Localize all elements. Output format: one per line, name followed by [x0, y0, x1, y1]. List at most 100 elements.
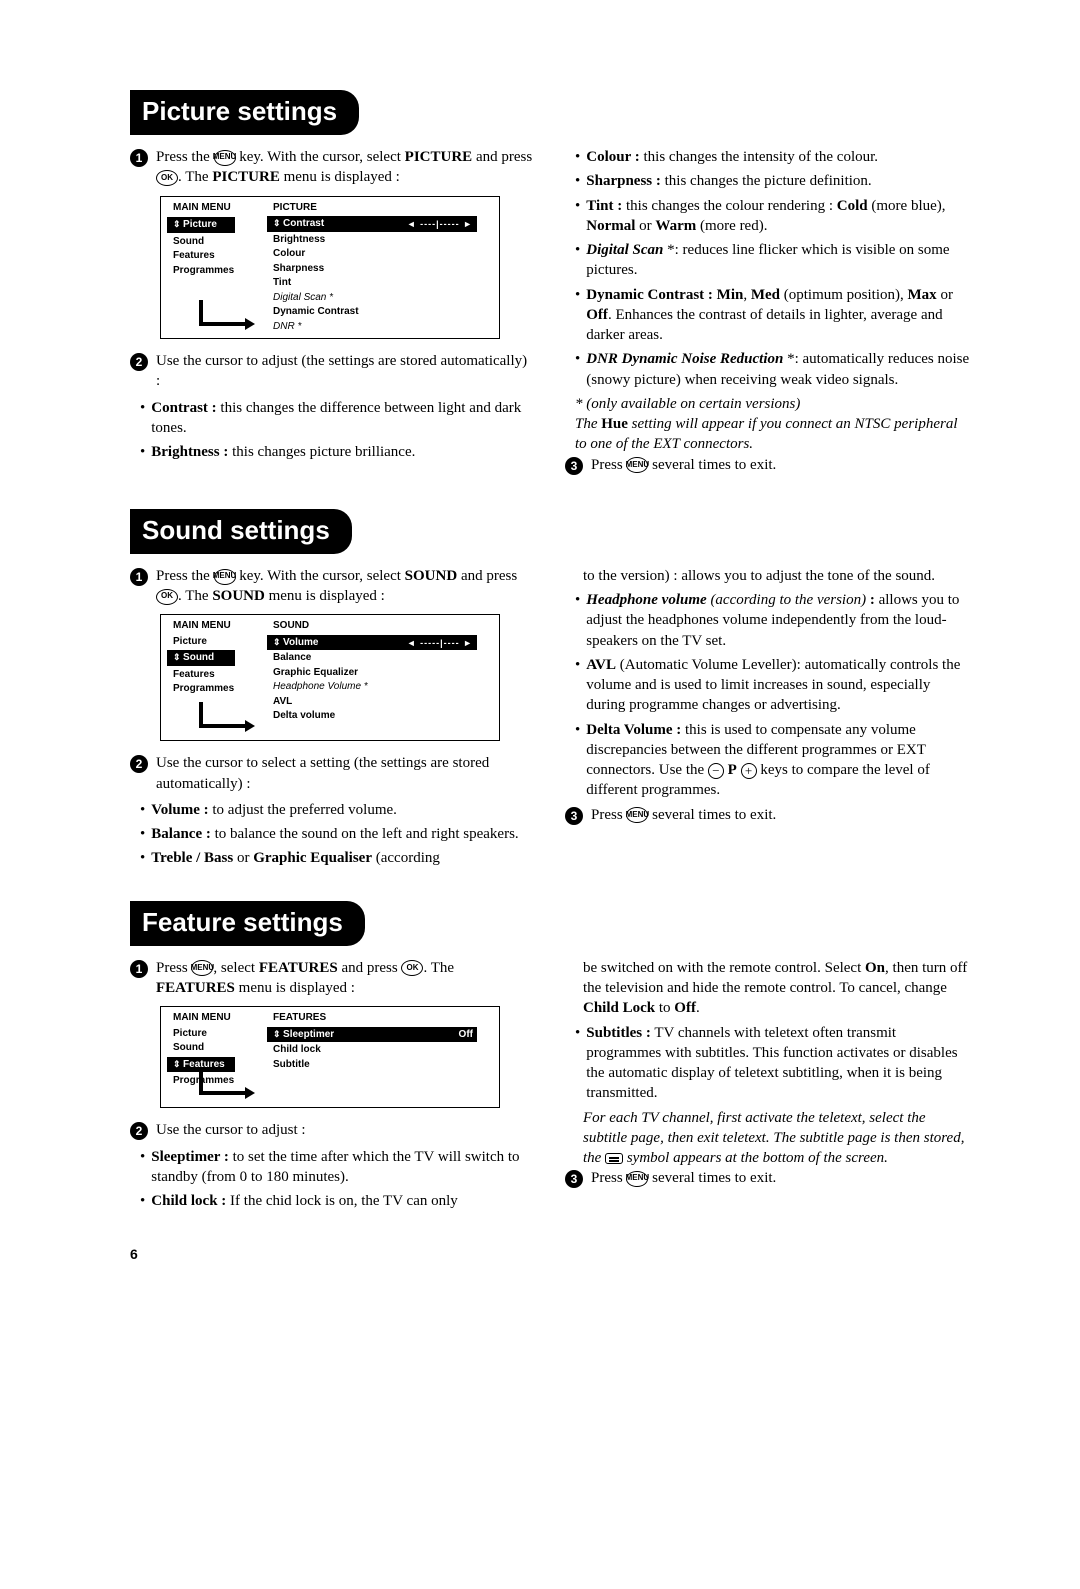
- menu-left-item: Features: [167, 668, 255, 682]
- menu-right-item: Brightness: [267, 233, 493, 247]
- menu-right-item: Dynamic Contrast: [267, 305, 493, 319]
- step-text: Press MENU several times to exit.: [591, 805, 776, 825]
- bullet: •Volume : to adjust the preferred volume…: [140, 800, 535, 820]
- sound-columns: 1 Press the MENU key. With the cursor, s…: [130, 566, 970, 873]
- note: * (only available on certain versions): [575, 394, 970, 414]
- menu-left-item: Features: [167, 249, 255, 263]
- step-text: Use the cursor to adjust :: [156, 1120, 306, 1140]
- bullet: •Treble / Bass or Graphic Equaliser (acc…: [140, 848, 535, 868]
- menu-right-head: FEATURES: [273, 1011, 493, 1025]
- t: and press: [472, 149, 532, 165]
- menu-right-item: AVL: [267, 695, 493, 709]
- bullet: •Digital Scan *: reduces line flicker wh…: [575, 240, 970, 281]
- note: The Hue setting will appear if you conne…: [575, 414, 970, 455]
- step-number-icon: 2: [130, 1122, 148, 1140]
- menu-right-item: Headphone Volume *: [267, 680, 493, 694]
- plus-key-icon: +: [741, 763, 757, 779]
- sound-col-left: 1 Press the MENU key. With the cursor, s…: [130, 566, 535, 873]
- sound-step-1: 1 Press the MENU key. With the cursor, s…: [130, 566, 535, 607]
- sound-step-3: 3 Press MENU several times to exit.: [565, 805, 970, 825]
- step-text: Use the cursor to adjust (the settings a…: [156, 351, 535, 392]
- menu-left-item: Sound: [167, 1041, 255, 1055]
- section-title-sound: Sound settings: [130, 509, 352, 554]
- menu-right-item: DNR *: [267, 320, 493, 334]
- menu-right-item: Volume◄ -----|---- ►: [267, 635, 477, 651]
- section-title-picture: Picture settings: [130, 90, 359, 135]
- menu-arrow-icon: [195, 702, 255, 734]
- step-number-icon: 2: [130, 353, 148, 371]
- bullet: •Sleeptimer : to set the time after whic…: [140, 1147, 535, 1188]
- ok-key-icon: OK: [401, 960, 423, 976]
- section-title-feature: Feature settings: [130, 901, 365, 946]
- bullet: •Contrast : this changes the difference …: [140, 398, 535, 439]
- sound-col-right: to the version) : allows you to adjust t…: [565, 566, 970, 873]
- menu-right-item: SleeptimerOff: [267, 1027, 477, 1043]
- step-text: Press MENU several times to exit.: [591, 455, 776, 475]
- step-number-icon: 1: [130, 568, 148, 586]
- menu-key-icon: MENU: [626, 1171, 648, 1187]
- ok-key-icon: OK: [156, 589, 178, 605]
- menu-left-item: Sound: [167, 650, 235, 666]
- step-number-icon: 2: [130, 755, 148, 773]
- menu-right-item: Tint: [267, 276, 493, 290]
- feature-menu-screenshot: MAIN MENU Picture Sound Features Program…: [160, 1006, 500, 1108]
- t: PICTURE: [405, 149, 473, 165]
- step-text: Press MENU, select FEATURES and press OK…: [156, 958, 535, 999]
- menu-left-item: Programmes: [167, 264, 255, 278]
- step-text: Press MENU several times to exit.: [591, 1168, 776, 1188]
- bullet: •DNR Dynamic Noise Reduction *: automati…: [575, 349, 970, 390]
- menu-left-item: Sound: [167, 235, 255, 249]
- feature-col-right: be switched on with the remote control. …: [565, 958, 970, 1216]
- step-number-icon: 1: [130, 149, 148, 167]
- bullet: •Child lock : If the chid lock is on, th…: [140, 1191, 535, 1211]
- step-text: Press the MENU key. With the cursor, sel…: [156, 147, 535, 188]
- bullet: •Brightness : this changes picture brill…: [140, 442, 535, 462]
- sound-step-2: 2 Use the cursor to select a setting (th…: [130, 753, 535, 794]
- continuation-text: to the version) : allows you to adjust t…: [583, 566, 970, 586]
- menu-key-icon: MENU: [626, 457, 648, 473]
- menu-right-item: Child lock: [267, 1043, 493, 1057]
- step-text: Press the MENU key. With the cursor, sel…: [156, 566, 535, 607]
- bullet: •Balance : to balance the sound on the l…: [140, 824, 535, 844]
- bullet: •Tint : this changes the colour renderin…: [575, 196, 970, 237]
- bullet: •Sharpness : this changes the picture de…: [575, 171, 970, 191]
- menu-main-head: MAIN MENU: [173, 619, 255, 633]
- sound-menu-screenshot: MAIN MENU Picture Sound Features Program…: [160, 614, 500, 741]
- ok-key-icon: OK: [156, 170, 178, 186]
- t: PICTURE: [212, 169, 280, 185]
- menu-right-item: Balance: [267, 651, 493, 665]
- menu-arrow-icon: [195, 1069, 255, 1101]
- menu-right-item: Graphic Equalizer: [267, 666, 493, 680]
- t: . The: [178, 169, 212, 185]
- picture-step-1: 1 Press the MENU key. With the cursor, s…: [130, 147, 535, 188]
- bullet: •Subtitles : TV channels with teletext o…: [575, 1023, 970, 1104]
- bullet: •Dynamic Contrast : Min, Med (optimum po…: [575, 285, 970, 346]
- menu-right-item: Subtitle: [267, 1058, 493, 1072]
- picture-columns: 1 Press the MENU key. With the cursor, s…: [130, 147, 970, 481]
- menu-main-head: MAIN MENU: [173, 201, 255, 215]
- t: key. With the cursor, select: [236, 149, 405, 165]
- feature-col-left: 1 Press MENU, select FEATURES and press …: [130, 958, 535, 1216]
- menu-right-item: Colour: [267, 247, 493, 261]
- menu-key-icon: MENU: [214, 150, 236, 166]
- bullet: •Delta Volume : this is used to compensa…: [575, 720, 970, 801]
- menu-left-item: Programmes: [167, 682, 255, 696]
- picture-menu-screenshot: MAIN MENU Picture Sound Features Program…: [160, 196, 500, 340]
- step-number-icon: 3: [565, 457, 583, 475]
- picture-col-left: 1 Press the MENU key. With the cursor, s…: [130, 147, 535, 481]
- menu-left-item: Picture: [167, 1027, 255, 1041]
- menu-key-icon: MENU: [214, 569, 236, 585]
- menu-arrow-icon: [195, 300, 255, 332]
- menu-key-icon: MENU: [626, 807, 648, 823]
- feature-step-2: 2 Use the cursor to adjust :: [130, 1120, 535, 1140]
- step-number-icon: 1: [130, 960, 148, 978]
- minus-key-icon: −: [708, 763, 724, 779]
- continuation-text: be switched on with the remote control. …: [583, 958, 970, 1019]
- step-number-icon: 3: [565, 807, 583, 825]
- menu-right-item: Contrast◄ ----|----- ►: [267, 216, 477, 232]
- menu-right-item: Digital Scan *: [267, 291, 493, 305]
- step-number-icon: 3: [565, 1170, 583, 1188]
- picture-col-right: •Colour : this changes the intensity of …: [565, 147, 970, 481]
- menu-main-head: MAIN MENU: [173, 1011, 255, 1025]
- page-number: 6: [130, 1245, 970, 1264]
